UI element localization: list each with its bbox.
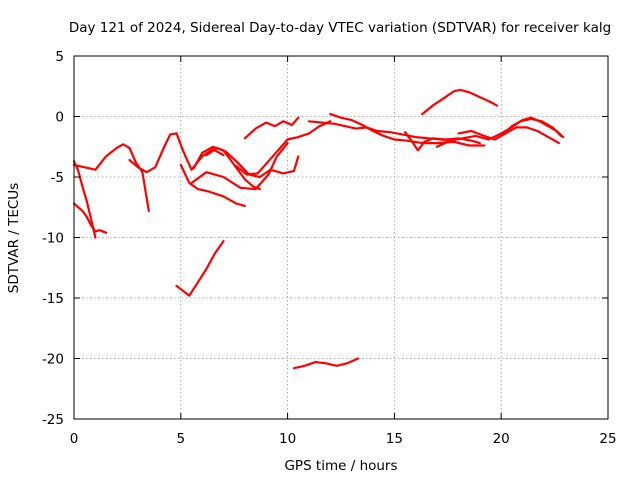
- series-line-arc-m: [404, 131, 481, 152]
- y-tick-label: -5: [51, 170, 64, 186]
- series-line-arc-i: [235, 120, 332, 176]
- series-line-arc-j: [243, 116, 300, 140]
- y-tick-label: -25: [42, 412, 64, 428]
- x-tick-label: 20: [493, 431, 510, 447]
- series-line-arc-h: [205, 146, 300, 179]
- y-tick-label: 5: [55, 49, 64, 65]
- series-line-arc-r: [175, 240, 225, 297]
- x-tick-labels: 0 5 10 15 20 25: [70, 431, 617, 447]
- y-axis-label: SDTVAR / TECUs: [6, 183, 22, 293]
- series-layer: [72, 88, 565, 370]
- series-line-arc-k: [307, 120, 456, 142]
- y-tick-label: -15: [42, 291, 64, 307]
- x-tick-label: 15: [386, 431, 403, 447]
- series-line-arc-s: [292, 357, 360, 370]
- series-line-arc-p: [457, 126, 561, 145]
- y-tick-labels: -25 -20 -15 -10 -5 0 5: [42, 49, 64, 428]
- y-tick-label: -20: [42, 352, 64, 368]
- axis-ticks: [73, 55, 609, 420]
- series-line-arc-g: [190, 142, 289, 191]
- series-line-arc-e: [179, 163, 246, 208]
- grid: [74, 56, 608, 419]
- series-line-arc-d: [128, 132, 225, 174]
- chart-title: Day 121 of 2024, Sidereal Day-to-day VTE…: [69, 20, 611, 36]
- x-axis-label: GPS time / hours: [284, 458, 397, 474]
- x-tick-label: 0: [70, 431, 79, 447]
- series-line-arc-f: [192, 145, 261, 191]
- x-tick-label: 25: [599, 431, 616, 447]
- y-tick-label: -10: [42, 231, 64, 247]
- series-line-arc-c: [72, 143, 150, 212]
- series-line-arc-n: [421, 88, 498, 116]
- series-line-arc-q: [500, 116, 565, 139]
- series-line-arc-l: [329, 112, 486, 147]
- series-line-arc-b: [72, 160, 97, 239]
- x-tick-label: 10: [279, 431, 296, 447]
- x-tick-label: 5: [177, 431, 186, 447]
- y-tick-label: 0: [55, 110, 64, 126]
- series-line-arc-a: [72, 202, 108, 234]
